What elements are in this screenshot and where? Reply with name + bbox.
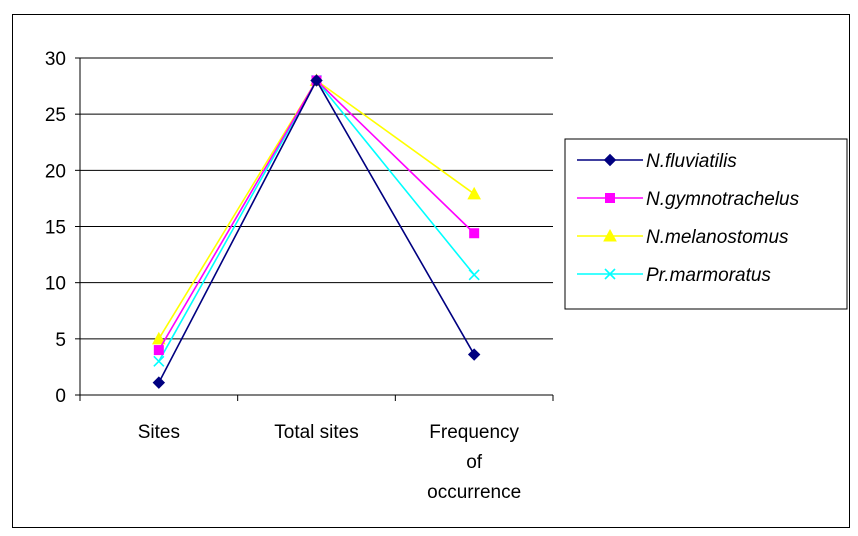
series-group xyxy=(151,73,482,389)
data-point-marker xyxy=(469,228,480,239)
y-tick-label: 10 xyxy=(45,274,66,295)
y-tick-label: 0 xyxy=(55,386,66,407)
axes xyxy=(75,57,554,401)
series-line xyxy=(158,78,475,384)
data-point-marker xyxy=(152,376,166,389)
legend-label: Pr.marmoratus xyxy=(646,265,771,286)
data-point-marker xyxy=(310,74,323,87)
data-point-marker xyxy=(468,269,480,281)
legend: N.fluviatilis N.gymnotrachelus N.melanosto… xyxy=(564,138,848,310)
data-point-marker xyxy=(153,345,164,356)
legend-label: N.fluviatilis xyxy=(646,151,737,172)
x-category-label: Sites xyxy=(138,422,180,443)
data-point-marker xyxy=(605,193,615,203)
y-tick-label: 25 xyxy=(45,105,66,126)
y-tick-labels: 0 5 10 15 20 25 30 xyxy=(45,49,66,407)
legend-entry: Pr.marmoratus xyxy=(577,265,771,286)
data-point-marker xyxy=(604,268,616,280)
series-line xyxy=(158,79,475,340)
y-tick-label: 30 xyxy=(45,49,66,70)
series-line xyxy=(158,79,475,362)
data-point-marker xyxy=(603,228,617,242)
legend-label: N.gymnotrachelus xyxy=(646,189,800,210)
y-tick-label: 5 xyxy=(55,330,66,351)
x-category-label: Frequency of occurrence xyxy=(427,422,521,503)
series-2 xyxy=(153,75,480,356)
series-3 xyxy=(151,73,482,345)
legend-label: N.melanostomus xyxy=(646,227,789,248)
x-category-label: Total sites xyxy=(274,422,358,443)
y-tick-label: 15 xyxy=(45,218,66,239)
y-tick-label: 20 xyxy=(45,161,66,182)
gridlines xyxy=(80,57,553,340)
data-point-marker xyxy=(467,186,482,200)
data-point-marker xyxy=(151,331,166,345)
data-point-marker xyxy=(603,153,617,167)
legend-entry: N.melanostomus xyxy=(577,227,789,248)
series-4 xyxy=(153,74,480,367)
data-point-marker xyxy=(153,355,165,367)
legend-entry: N.fluviatilis xyxy=(577,151,737,172)
legend-box xyxy=(564,138,848,310)
legend-entry: N.gymnotrachelus xyxy=(577,189,800,210)
category-labels: Sites Total sites Frequency of occurrence xyxy=(138,422,521,503)
data-point-marker xyxy=(467,348,481,361)
series-1 xyxy=(152,74,481,389)
